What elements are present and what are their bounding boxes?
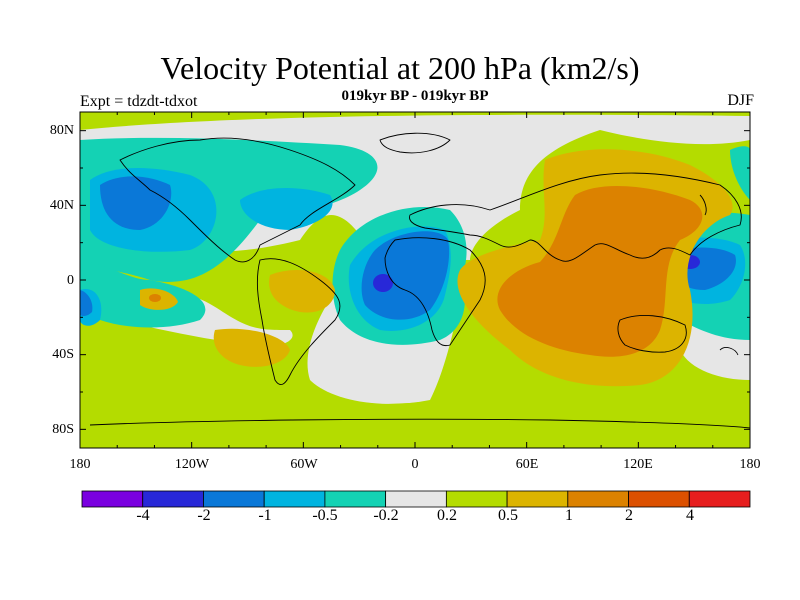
map-title: Velocity Potential at 200 hPa (km2/s) bbox=[160, 50, 640, 86]
colorbar bbox=[81, 490, 751, 508]
lon-label-180e: 180 bbox=[739, 457, 761, 472]
colorbar-swatch bbox=[385, 490, 447, 508]
colorbar-label: -1 bbox=[258, 507, 272, 524]
lon-label-180w: 180 bbox=[69, 457, 91, 472]
colorbar-swatch bbox=[142, 490, 204, 508]
lat-label-80s: 80S bbox=[52, 422, 74, 437]
season-label: DJF bbox=[727, 92, 754, 109]
colorbar-swatch bbox=[688, 490, 751, 508]
colorbar-swatch bbox=[324, 490, 387, 508]
axis-ticks bbox=[79, 112, 751, 448]
lon-label-0: 0 bbox=[411, 457, 419, 472]
colorbar-swatch bbox=[445, 490, 508, 508]
lat-label-40s: 40S bbox=[52, 347, 74, 362]
colorbar-label: -4 bbox=[136, 507, 150, 524]
lon-label-120w: 120W bbox=[174, 457, 210, 472]
lat-label-80n: 80N bbox=[49, 123, 74, 138]
lon-label-120e: 120E bbox=[623, 457, 653, 472]
colorbar-label: 0.2 bbox=[437, 507, 457, 524]
colorbar-swatch bbox=[203, 490, 265, 508]
lat-label-0: 0 bbox=[67, 273, 74, 288]
colorbar-label: 1 bbox=[565, 507, 573, 524]
colorbar-swatch bbox=[506, 490, 569, 508]
colorbar-label: -0.5 bbox=[312, 507, 338, 524]
colorbar-swatch bbox=[263, 490, 326, 508]
colorbar-swatch bbox=[628, 490, 690, 508]
colorbar-label: -2 bbox=[197, 507, 211, 524]
lat-label-40n: 40N bbox=[49, 198, 74, 213]
map-subtitle: 019kyr BP - 019kyr BP bbox=[341, 88, 489, 104]
map-plot-area bbox=[80, 112, 750, 448]
experiment-label: Expt = tdzdt-tdxot bbox=[80, 93, 198, 110]
colorbar-label: 2 bbox=[625, 507, 633, 524]
colorbar-label: 0.5 bbox=[498, 507, 518, 524]
colorbar-label: 4 bbox=[686, 507, 694, 524]
colorbar-label: -0.2 bbox=[373, 507, 399, 524]
colorbar-swatch bbox=[81, 490, 144, 508]
colorbar-swatch bbox=[567, 490, 629, 508]
lon-label-60w: 60W bbox=[290, 457, 318, 472]
lon-label-60e: 60E bbox=[515, 457, 539, 472]
